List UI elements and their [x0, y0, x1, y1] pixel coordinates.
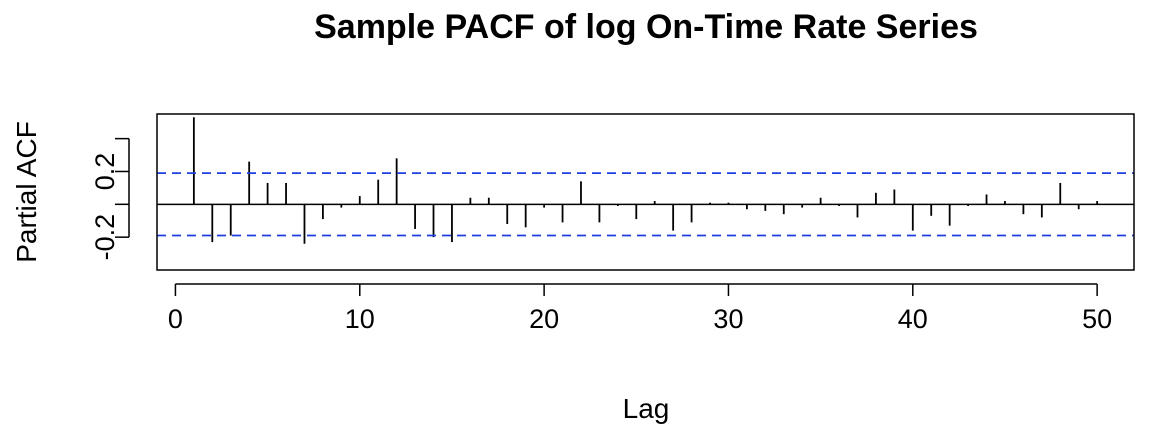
y-axis-label: Partial ACF — [11, 121, 42, 263]
y-axis: -0.2 0.2 — [90, 137, 130, 261]
x-tick-label: 50 — [1082, 304, 1112, 334]
chart-title: Sample PACF of log On-Time Rate Series — [314, 8, 978, 46]
x-tick-label: 0 — [168, 304, 183, 334]
confidence-bounds — [157, 172, 1134, 237]
x-tick-label: 20 — [529, 304, 559, 334]
x-axis-label: Lag — [623, 393, 670, 424]
plot-frame — [156, 113, 1135, 271]
x-tick-label: 40 — [898, 304, 928, 334]
pacf-bars — [157, 117, 1134, 244]
x-axis: 0 10 20 30 40 50 — [168, 283, 1112, 334]
y-tick-label: -0.2 — [90, 214, 120, 261]
y-tick-label: 0.2 — [90, 153, 120, 191]
x-tick-label: 30 — [713, 304, 743, 334]
x-tick-label: 10 — [345, 304, 375, 334]
